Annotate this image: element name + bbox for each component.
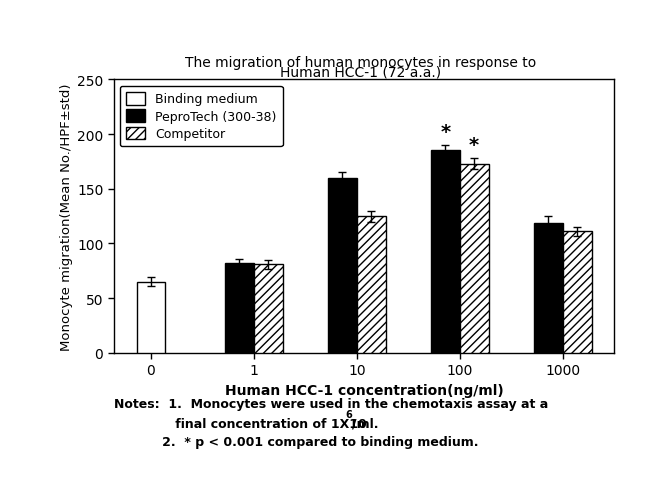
Text: 2.  * p < 0.001 compared to binding medium.: 2. * p < 0.001 compared to binding mediu… bbox=[114, 435, 478, 448]
Text: final concentration of 1X10: final concentration of 1X10 bbox=[114, 417, 367, 430]
Bar bbox=[357, 216, 385, 353]
Bar bbox=[431, 151, 460, 353]
Legend: Binding medium, PeproTech (300-38), Competitor: Binding medium, PeproTech (300-38), Comp… bbox=[120, 86, 283, 147]
Text: *: * bbox=[440, 122, 450, 141]
Text: Human HCC-1 (72 a.a.): Human HCC-1 (72 a.a.) bbox=[280, 65, 441, 79]
Y-axis label: Monocyte migration(Mean No./HPF±std): Monocyte migration(Mean No./HPF±std) bbox=[60, 83, 73, 350]
Text: The migration of human monocytes in response to: The migration of human monocytes in resp… bbox=[185, 56, 536, 70]
Bar bbox=[225, 264, 254, 353]
Bar bbox=[460, 164, 489, 353]
Bar bbox=[136, 282, 165, 353]
Text: Notes:  1.  Monocytes were used in the chemotaxis assay at a: Notes: 1. Monocytes were used in the che… bbox=[114, 397, 548, 410]
Bar bbox=[254, 265, 283, 353]
Bar bbox=[563, 232, 592, 353]
Bar bbox=[328, 178, 357, 353]
Text: 6: 6 bbox=[345, 409, 352, 419]
X-axis label: Human HCC-1 concentration(ng/ml): Human HCC-1 concentration(ng/ml) bbox=[225, 383, 503, 397]
Text: /ml.: /ml. bbox=[352, 417, 378, 430]
Bar bbox=[534, 223, 563, 353]
Text: *: * bbox=[469, 135, 479, 154]
